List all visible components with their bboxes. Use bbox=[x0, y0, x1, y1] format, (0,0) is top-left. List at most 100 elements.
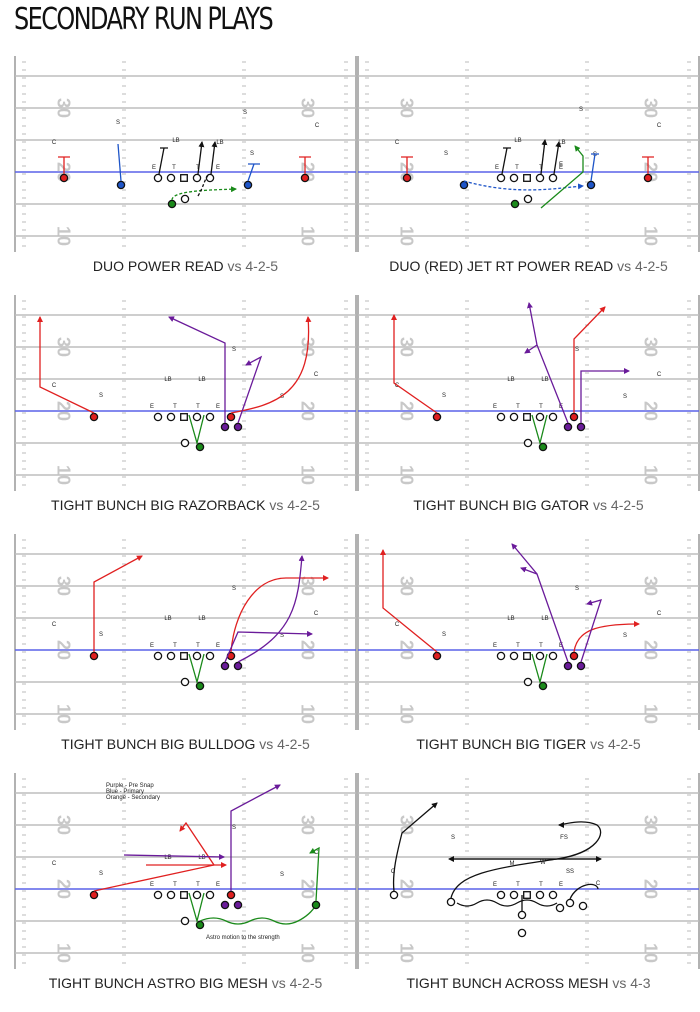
yard-number: 20 bbox=[53, 879, 73, 899]
lineman-label: E bbox=[216, 165, 220, 171]
defender-label: S bbox=[232, 825, 236, 831]
offensive-lineman bbox=[535, 651, 545, 661]
play-caption: TIGHT BUNCH BIG GATOR vs 4-2-5 bbox=[357, 497, 700, 513]
defender-label: C bbox=[391, 869, 396, 875]
quarterback bbox=[180, 677, 190, 687]
route-path bbox=[531, 414, 548, 446]
receiver-h bbox=[243, 180, 253, 190]
yard-number: 20 bbox=[396, 879, 416, 899]
yard-number: 20 bbox=[297, 879, 317, 899]
defender-label: S bbox=[232, 586, 236, 592]
lineman-label: E bbox=[559, 643, 563, 649]
lineman-label: T bbox=[539, 643, 543, 649]
defender-label: S bbox=[243, 110, 247, 116]
play-caption: TIGHT BUNCH ASTRO BIG MESH vs 4-2-5 bbox=[14, 975, 357, 991]
play-diagram-big-gator: 30 30 20 20 10 10 E T T E C S LB LB S S C TIGHT BUNCH BI… bbox=[357, 295, 700, 534]
defender-label: LB bbox=[541, 616, 548, 622]
defender-label: S bbox=[99, 393, 103, 399]
offensive-lineman bbox=[509, 890, 519, 900]
yard-number: 30 bbox=[396, 337, 416, 357]
defender-label: S bbox=[623, 394, 627, 400]
lineman-label: E bbox=[150, 882, 154, 888]
play-diagram-across-mesh: 30 30 20 20 10 10 E T T E C S FS M W SS C TIGHT BUNCH AC… bbox=[357, 773, 700, 1012]
defender-label: FS bbox=[560, 835, 568, 841]
defender-label: C bbox=[52, 861, 57, 867]
defender-label: LB bbox=[216, 140, 223, 146]
lineman-label: E bbox=[150, 643, 154, 649]
defender-label: LB bbox=[198, 855, 205, 861]
running-back bbox=[517, 928, 527, 938]
receiver-y bbox=[226, 890, 236, 900]
route-path bbox=[199, 904, 317, 925]
offensive-lineman bbox=[166, 651, 176, 661]
offensive-lineman bbox=[192, 651, 202, 661]
yard-number: 20 bbox=[53, 401, 73, 421]
play-caption: TIGHT BUNCH ACROSS MESH vs 4-3 bbox=[357, 975, 700, 991]
yard-number: 30 bbox=[640, 815, 660, 835]
yard-number: 30 bbox=[396, 815, 416, 835]
route-path bbox=[117, 143, 122, 182]
offensive-lineman bbox=[548, 651, 558, 661]
route-path bbox=[391, 314, 438, 414]
offensive-lineman bbox=[153, 412, 163, 422]
legend-blue: Blue - Primary bbox=[106, 789, 144, 795]
yard-number: 30 bbox=[396, 576, 416, 596]
route-path bbox=[520, 566, 538, 575]
offensive-lineman bbox=[205, 651, 215, 661]
lineman-label: T bbox=[539, 404, 543, 410]
route-path bbox=[540, 145, 584, 209]
running-back bbox=[195, 681, 205, 691]
defender-label: S bbox=[280, 394, 284, 400]
defender-label: S bbox=[623, 633, 627, 639]
lineman-label: T bbox=[515, 165, 519, 171]
defender-label: C bbox=[314, 611, 319, 617]
yard-number: 20 bbox=[396, 162, 416, 182]
page-title: SECONDARY RUN PLAYS bbox=[14, 2, 274, 37]
wing-player bbox=[555, 903, 565, 913]
lineman-label: T bbox=[196, 643, 200, 649]
route-path bbox=[456, 899, 558, 907]
offensive-lineman bbox=[205, 412, 215, 422]
route-path bbox=[401, 156, 413, 174]
field-svg: 30 30 20 20 10 10 E T T E C S LB LB S S C Purple - Pre Sn… bbox=[14, 773, 357, 969]
receiver-z bbox=[116, 180, 126, 190]
lineman-label: T bbox=[539, 882, 543, 888]
route-path bbox=[197, 141, 205, 175]
yard-number: 10 bbox=[297, 465, 317, 485]
running-back bbox=[167, 199, 177, 209]
play-name: TIGHT BUNCH BIG BULLDOG bbox=[61, 736, 256, 752]
route-path bbox=[247, 163, 260, 182]
play-name: DUO (RED) JET RT POWER READ bbox=[389, 258, 614, 274]
defender-label: LB bbox=[164, 855, 171, 861]
receiver-x bbox=[389, 890, 399, 900]
lineman-label: E bbox=[559, 165, 563, 171]
route-path bbox=[171, 186, 237, 201]
yard-number: 30 bbox=[640, 98, 660, 118]
play-caption: TIGHT BUNCH BIG BULLDOG vs 4-2-5 bbox=[14, 736, 357, 752]
yard-number: 20 bbox=[297, 401, 317, 421]
route-path bbox=[37, 316, 95, 414]
lineman-label: E bbox=[216, 882, 220, 888]
play-defense-front: vs 4-2-5 bbox=[590, 736, 641, 752]
yard-number: 10 bbox=[396, 226, 416, 246]
yard-number: 10 bbox=[53, 704, 73, 724]
defender-label: S bbox=[232, 347, 236, 353]
route-path bbox=[188, 653, 205, 685]
quarterback bbox=[517, 910, 527, 920]
route-path bbox=[93, 555, 143, 652]
wing-player bbox=[578, 901, 588, 911]
lineman-label: T bbox=[196, 882, 200, 888]
play-defense-front: vs 4-2-5 bbox=[271, 975, 323, 991]
defender-label: S bbox=[280, 872, 284, 878]
lineman-label: E bbox=[493, 643, 497, 649]
receiver-h bbox=[586, 180, 596, 190]
route-path bbox=[553, 141, 562, 175]
yard-number: 20 bbox=[640, 879, 660, 899]
play-name: TIGHT BUNCH BIG GATOR bbox=[413, 497, 590, 513]
offensive-lineman bbox=[535, 173, 545, 183]
defender-label: C bbox=[596, 881, 601, 887]
offensive-lineman bbox=[192, 173, 202, 183]
route-path bbox=[569, 883, 599, 900]
defender-label: LB bbox=[541, 377, 548, 383]
